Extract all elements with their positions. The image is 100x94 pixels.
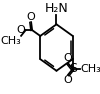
- Text: S: S: [69, 63, 77, 75]
- Text: CH₃: CH₃: [80, 64, 100, 74]
- Text: O: O: [17, 25, 25, 35]
- Text: H₂N: H₂N: [45, 2, 68, 15]
- Text: O: O: [64, 53, 72, 63]
- Text: O: O: [64, 75, 72, 85]
- Text: O: O: [27, 12, 36, 22]
- Text: CH₃: CH₃: [0, 36, 21, 46]
